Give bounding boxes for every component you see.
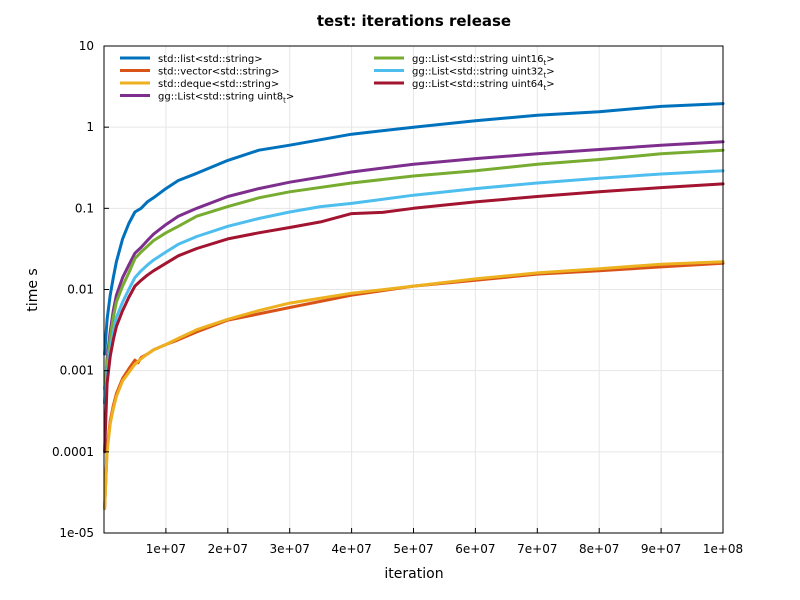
legend-label: std::list<std::string>	[158, 54, 263, 65]
x-axis: 1e+07 2e+07 3e+07 4e+07 5e+07 6e+07 7e+07 8e+07…	[146, 528, 743, 556]
legend-label: gg::List<std::string uint32t>	[412, 67, 555, 80]
x-tick-label: 6e+07	[455, 542, 495, 556]
legend-item: gg::List<std::string uint32t>	[374, 67, 555, 80]
legend-item: gg::List<std::string uint8t>	[120, 92, 294, 105]
series-line-4	[103, 140, 725, 405]
legend-item: gg::List<std::string uint16t>	[374, 54, 555, 67]
legend-item: gg::List<std::string uint64t>	[374, 79, 555, 92]
x-tick-label: 9e+07	[641, 542, 681, 556]
legend-label: gg::List<std::string uint64t>	[412, 79, 555, 92]
x-tick-label: 8e+07	[579, 542, 619, 556]
x-tick-label: 1e+08	[703, 542, 743, 556]
x-tick-label: 7e+07	[517, 542, 557, 556]
series-line-7	[103, 182, 725, 454]
legend: std::list<std::string>std::vector<std::s…	[120, 54, 555, 105]
legend-label: std::vector<std::string>	[158, 67, 280, 78]
y-tick-label: 1	[86, 120, 94, 134]
y-tick-label: 0.1	[75, 201, 94, 215]
series-line-5	[103, 148, 725, 391]
y-tick-label: 10	[79, 39, 94, 53]
legend-label: gg::List<std::string uint8t>	[158, 92, 294, 105]
legend-item: std::deque<std::string>	[120, 79, 279, 90]
legend-item: std::list<std::string>	[120, 54, 263, 65]
x-tick-label: 1e+07	[146, 542, 186, 556]
legend-label: std::deque<std::string>	[158, 79, 279, 90]
chart-title: test: iterations release	[317, 12, 511, 30]
x-axis-title: iteration	[384, 566, 443, 582]
legend-label: gg::List<std::string uint16t>	[412, 54, 555, 67]
series-line-6	[103, 169, 725, 405]
y-tick-label: 0.01	[67, 283, 94, 297]
x-tick-label: 5e+07	[393, 542, 433, 556]
series-line-1	[103, 102, 725, 356]
x-tick-label: 2e+07	[208, 542, 248, 556]
x-tick-label: 4e+07	[331, 542, 371, 556]
series-layer	[103, 102, 725, 511]
y-axis: 1e-05 0.0001 0.001 0.01 0.1 1 10	[52, 39, 109, 540]
x-tick-label: 3e+07	[270, 542, 310, 556]
y-tick-label: 0.0001	[52, 445, 94, 459]
y-tick-label: 1e-05	[59, 526, 94, 540]
y-tick-label: 0.001	[60, 364, 94, 378]
legend-item: std::vector<std::string>	[120, 67, 280, 78]
series-line-3	[103, 260, 725, 511]
y-axis-title: time s	[25, 268, 41, 311]
